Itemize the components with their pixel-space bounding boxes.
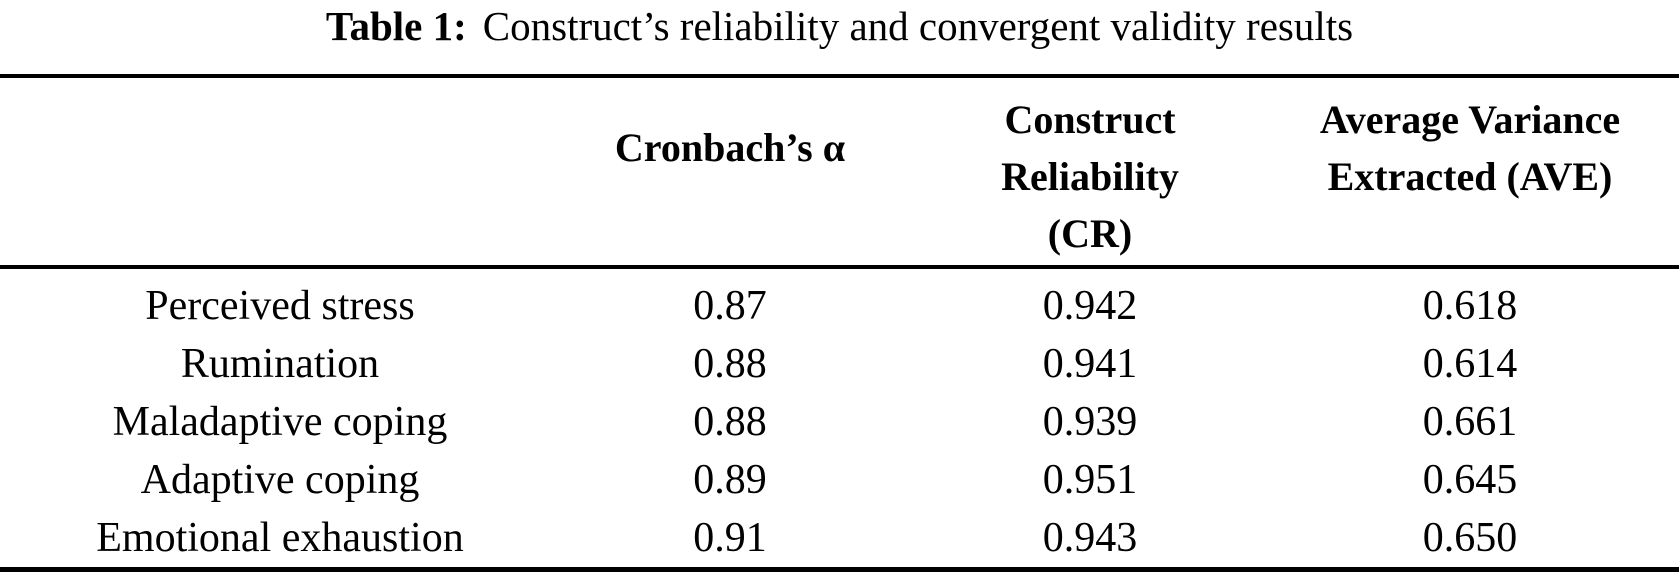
column-header-cronbach-alpha: Cronbach’s α [560,78,900,265]
cronbach-alpha-cell: 0.89 [693,457,767,503]
construct-name-cell: Maladaptive coping [112,399,448,445]
cr-header-line-2: Reliability [1001,154,1179,199]
construct-name-cell: Adaptive coping [140,457,420,503]
table-header-row: Cronbach’s α Construct Reliability (CR) … [0,78,1679,265]
ave-cell: 0.661 [1422,399,1518,445]
table-caption-text: Construct’s reliability and convergent v… [482,3,1354,49]
cr-cell: 0.939 [1042,399,1138,445]
column-header-ave: Average Variance Extracted (AVE) [1280,78,1660,265]
cr-header-line-1: Construct [1004,97,1176,142]
column-header-construct-reliability: Construct Reliability (CR) [900,78,1280,265]
column-header-empty [0,78,560,265]
top-rule [0,74,1679,78]
table-row: Adaptive coping 0.89 0.951 0.645 [0,451,1679,509]
cronbach-alpha-cell: 0.88 [693,399,767,445]
construct-name-cell: Rumination [180,341,380,387]
cronbach-alpha-cell: 0.87 [693,283,767,329]
cronbach-alpha-header-label: Cronbach’s α [614,125,846,170]
cr-cell: 0.941 [1042,341,1138,387]
cr-header-line-3: (CR) [1047,211,1133,256]
table-body: Perceived stress 0.87 0.942 0.618 Rumina… [0,269,1679,567]
ave-cell: 0.645 [1422,457,1518,503]
construct-name-cell: Perceived stress [145,283,415,329]
ave-cell: 0.614 [1422,341,1518,387]
table-caption: Table 1: Construct’s reliability and con… [0,0,1679,74]
ave-header-line-1: Average Variance [1319,97,1621,142]
cronbach-alpha-cell: 0.91 [693,515,767,561]
construct-name-cell: Emotional exhaustion [96,515,464,561]
ave-cell: 0.650 [1422,515,1518,561]
table-row: Rumination 0.88 0.941 0.614 [0,335,1679,393]
table-row: Perceived stress 0.87 0.942 0.618 [0,277,1679,335]
cronbach-alpha-cell: 0.88 [693,341,767,387]
ave-header-line-2: Extracted (AVE) [1327,154,1613,199]
table-row: Emotional exhaustion 0.91 0.943 0.650 [0,509,1679,567]
table-caption-label: Table 1: [325,3,467,49]
table-row: Maladaptive coping 0.88 0.939 0.661 [0,393,1679,451]
cr-cell: 0.942 [1042,283,1138,329]
cr-cell: 0.943 [1042,515,1138,561]
cr-cell: 0.951 [1042,457,1138,503]
header-rule [0,265,1679,269]
bottom-rule [0,567,1679,572]
ave-cell: 0.618 [1422,283,1518,329]
